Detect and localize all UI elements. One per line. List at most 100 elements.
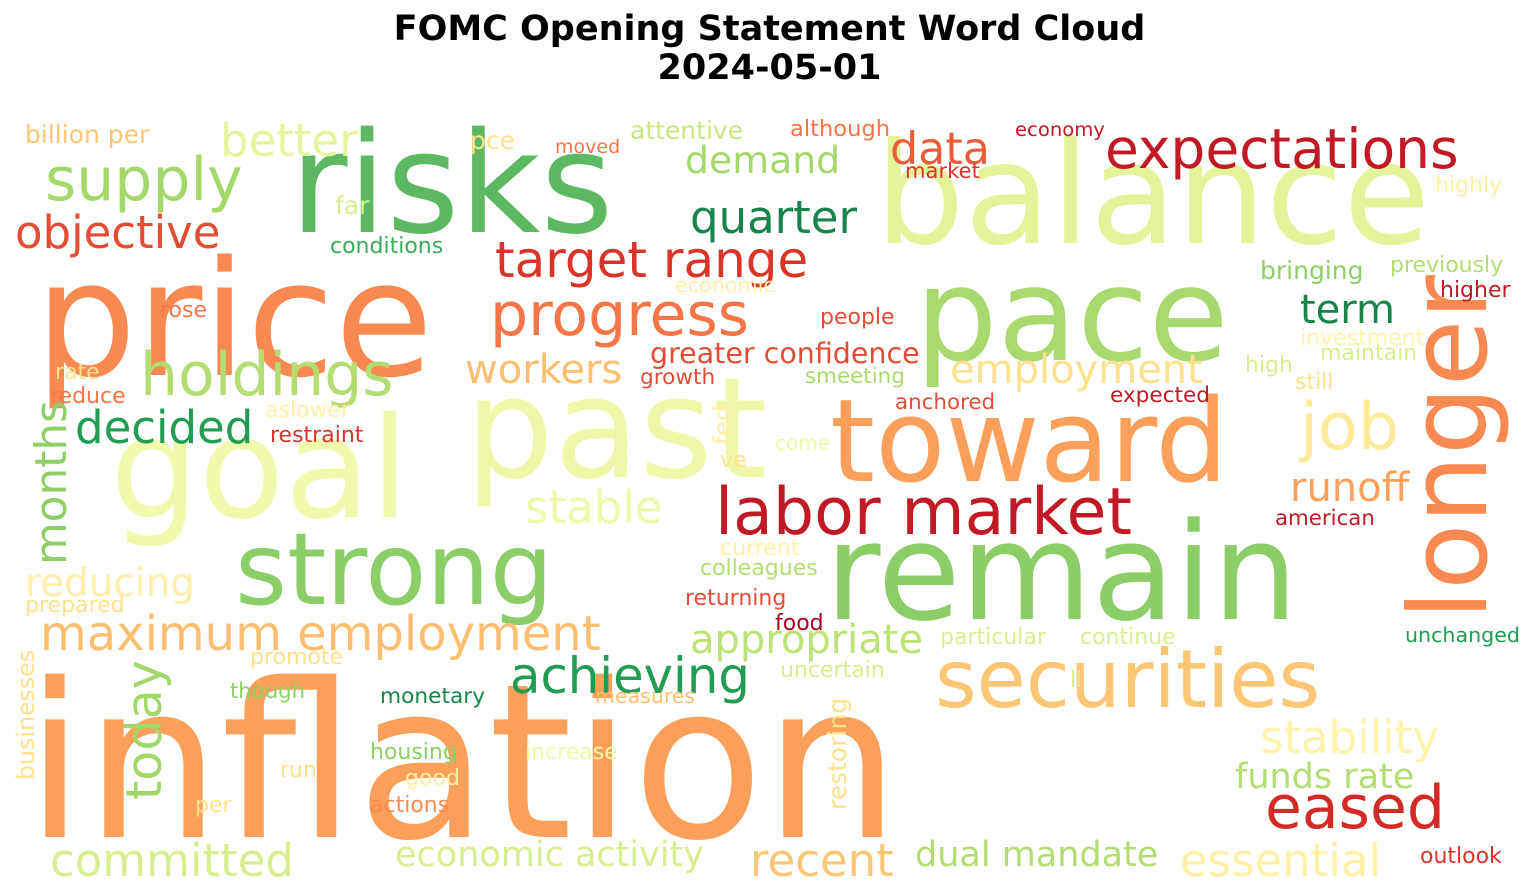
cloud-word-highly: highly <box>1435 173 1503 198</box>
cloud-word-investment: investment <box>1300 326 1425 351</box>
cloud-word-although: although <box>790 116 891 142</box>
cloud-word-previously: previously <box>1390 253 1504 278</box>
cloud-word-runoff: runoff <box>1290 465 1410 511</box>
cloud-word-returning: returning <box>685 586 787 611</box>
cloud-word-measures: measures <box>595 684 696 708</box>
cloud-word-demand: demand <box>685 138 841 182</box>
cloud-word-reducing: reducing <box>25 561 195 606</box>
cloud-word-still: still <box>1295 370 1334 395</box>
cloud-word-workers: workers <box>465 347 623 393</box>
cloud-word-holdings: holdings <box>140 340 394 410</box>
cloud-word-actions: actions <box>370 793 450 818</box>
cloud-word-funds-rate: funds rate <box>1235 757 1415 797</box>
cloud-word-today: today <box>115 660 173 800</box>
cloud-word-outlook: outlook <box>1420 844 1502 869</box>
cloud-word-target-range: target range <box>495 231 809 289</box>
cloud-word-expectations: expectations <box>1105 117 1459 181</box>
cloud-word-promote: promote <box>250 645 344 670</box>
cloud-word-data: data <box>890 124 990 175</box>
cloud-word-rate: rate <box>55 360 100 385</box>
cloud-word-inflation: inflation <box>25 637 901 888</box>
cloud-word-pace: pace <box>915 239 1229 391</box>
cloud-word-conditions: conditions <box>330 234 444 259</box>
cloud-word-economic: economic <box>675 273 775 297</box>
cloud-word-prepared: prepared <box>25 593 125 618</box>
cloud-word-quarter: quarter <box>690 191 857 244</box>
cloud-word-securities: securities <box>935 633 1321 726</box>
cloud-word-maximum-employment: maximum employment <box>40 606 601 662</box>
cloud-word-market: market <box>905 158 980 183</box>
chart-subtitle-date: 2024-05-01 <box>657 48 882 88</box>
cloud-word-fed: fed <box>708 404 737 445</box>
cloud-word-risks: risks <box>290 103 614 266</box>
cloud-word-balance: balance <box>875 113 1431 277</box>
cloud-word-attentive: attentive <box>630 116 744 145</box>
cloud-word-price: price <box>35 226 434 413</box>
cloud-word-eased: eased <box>1265 773 1445 843</box>
cloud-word-economic-activity: economic activity <box>395 835 704 875</box>
cloud-word-housing: housing <box>370 740 457 765</box>
cloud-word-supply: supply <box>45 145 243 215</box>
cloud-word-particular: particular <box>940 625 1046 650</box>
cloud-word-good: good <box>405 766 460 791</box>
cloud-word-continue: continue <box>1080 625 1176 650</box>
cloud-word-increase: increase <box>525 740 618 765</box>
cloud-word-food: food <box>775 611 824 636</box>
cloud-word-come: come <box>775 431 831 455</box>
cloud-word-decided: decided <box>75 401 254 454</box>
cloud-word-per: per <box>195 793 232 818</box>
cloud-word-people: people <box>820 305 895 330</box>
cloud-word-monetary: monetary <box>380 684 486 709</box>
cloud-word-greater-confidence: greater confidence <box>650 337 920 370</box>
cloud-word-run: run <box>280 758 317 783</box>
cloud-word-objective: objective <box>15 206 221 259</box>
cloud-word-smeeting: smeeting <box>805 364 905 389</box>
cloud-word-term: term <box>1300 287 1395 333</box>
cloud-word-past: past <box>465 348 768 511</box>
cloud-word-far: far <box>335 191 370 220</box>
word-cloud: inflation price balance past goal risks pace re… <box>0 110 1539 890</box>
cloud-word-restoring: restoring <box>823 697 852 810</box>
cloud-word-remain: remain <box>825 494 1298 651</box>
cloud-word-recent: recent <box>750 834 894 887</box>
cloud-word-months: months <box>26 400 77 565</box>
cloud-word-aslower: aslower <box>265 398 351 423</box>
cloud-word-higher: higher <box>1440 278 1511 303</box>
cloud-word-businesses: businesses <box>12 649 40 780</box>
cloud-word-progress: progress <box>490 280 750 350</box>
cloud-word-appropriate: appropriate <box>690 617 924 663</box>
cloud-word-current: current <box>720 536 800 561</box>
cloud-word-ll: ll <box>1070 668 1083 693</box>
cloud-word-billion-per: billion per <box>25 120 150 149</box>
cloud-word-essential: essential <box>1180 834 1382 887</box>
cloud-word-achieving: achieving <box>510 647 750 705</box>
cloud-word-job: job <box>1300 390 1400 465</box>
cloud-word-better: better <box>220 114 358 167</box>
cloud-word-uncertain: uncertain <box>780 658 885 683</box>
cloud-word-colleagues: colleagues <box>700 556 818 581</box>
cloud-word-american: american <box>1275 506 1375 531</box>
cloud-word-strong: strong <box>235 511 554 628</box>
cloud-word-employment: employment <box>950 347 1203 393</box>
cloud-word-unchanged: unchanged <box>1405 623 1520 647</box>
chart-title: FOMC Opening Statement Word Cloud <box>393 9 1146 49</box>
cloud-word-stable: stable <box>525 481 663 534</box>
cloud-word-toward: toward <box>830 375 1229 509</box>
cloud-word-reduce: reduce <box>50 384 126 409</box>
cloud-word-though: though <box>230 678 306 703</box>
cloud-word-pce: pce <box>470 126 515 155</box>
cloud-word-restraint: restraint <box>270 423 364 448</box>
cloud-word-expected: expected <box>1110 383 1211 408</box>
cloud-word-ve: ve <box>720 448 747 473</box>
cloud-word-anchored: anchored <box>895 390 996 415</box>
cloud-word-rose: rose <box>160 298 208 323</box>
cloud-word-labor-market: labor market <box>715 475 1132 550</box>
cloud-word-bringing: bringing <box>1260 256 1364 285</box>
cloud-word-moved: moved <box>555 136 621 158</box>
cloud-word-committed: committed <box>50 834 294 887</box>
cloud-word-growth: growth <box>640 365 716 390</box>
cloud-word-economy: economy <box>1015 118 1105 141</box>
cloud-word-maintain: maintain <box>1320 341 1418 366</box>
cloud-word-dual-mandate: dual mandate <box>915 835 1159 875</box>
cloud-word-goal: goal <box>110 388 410 551</box>
